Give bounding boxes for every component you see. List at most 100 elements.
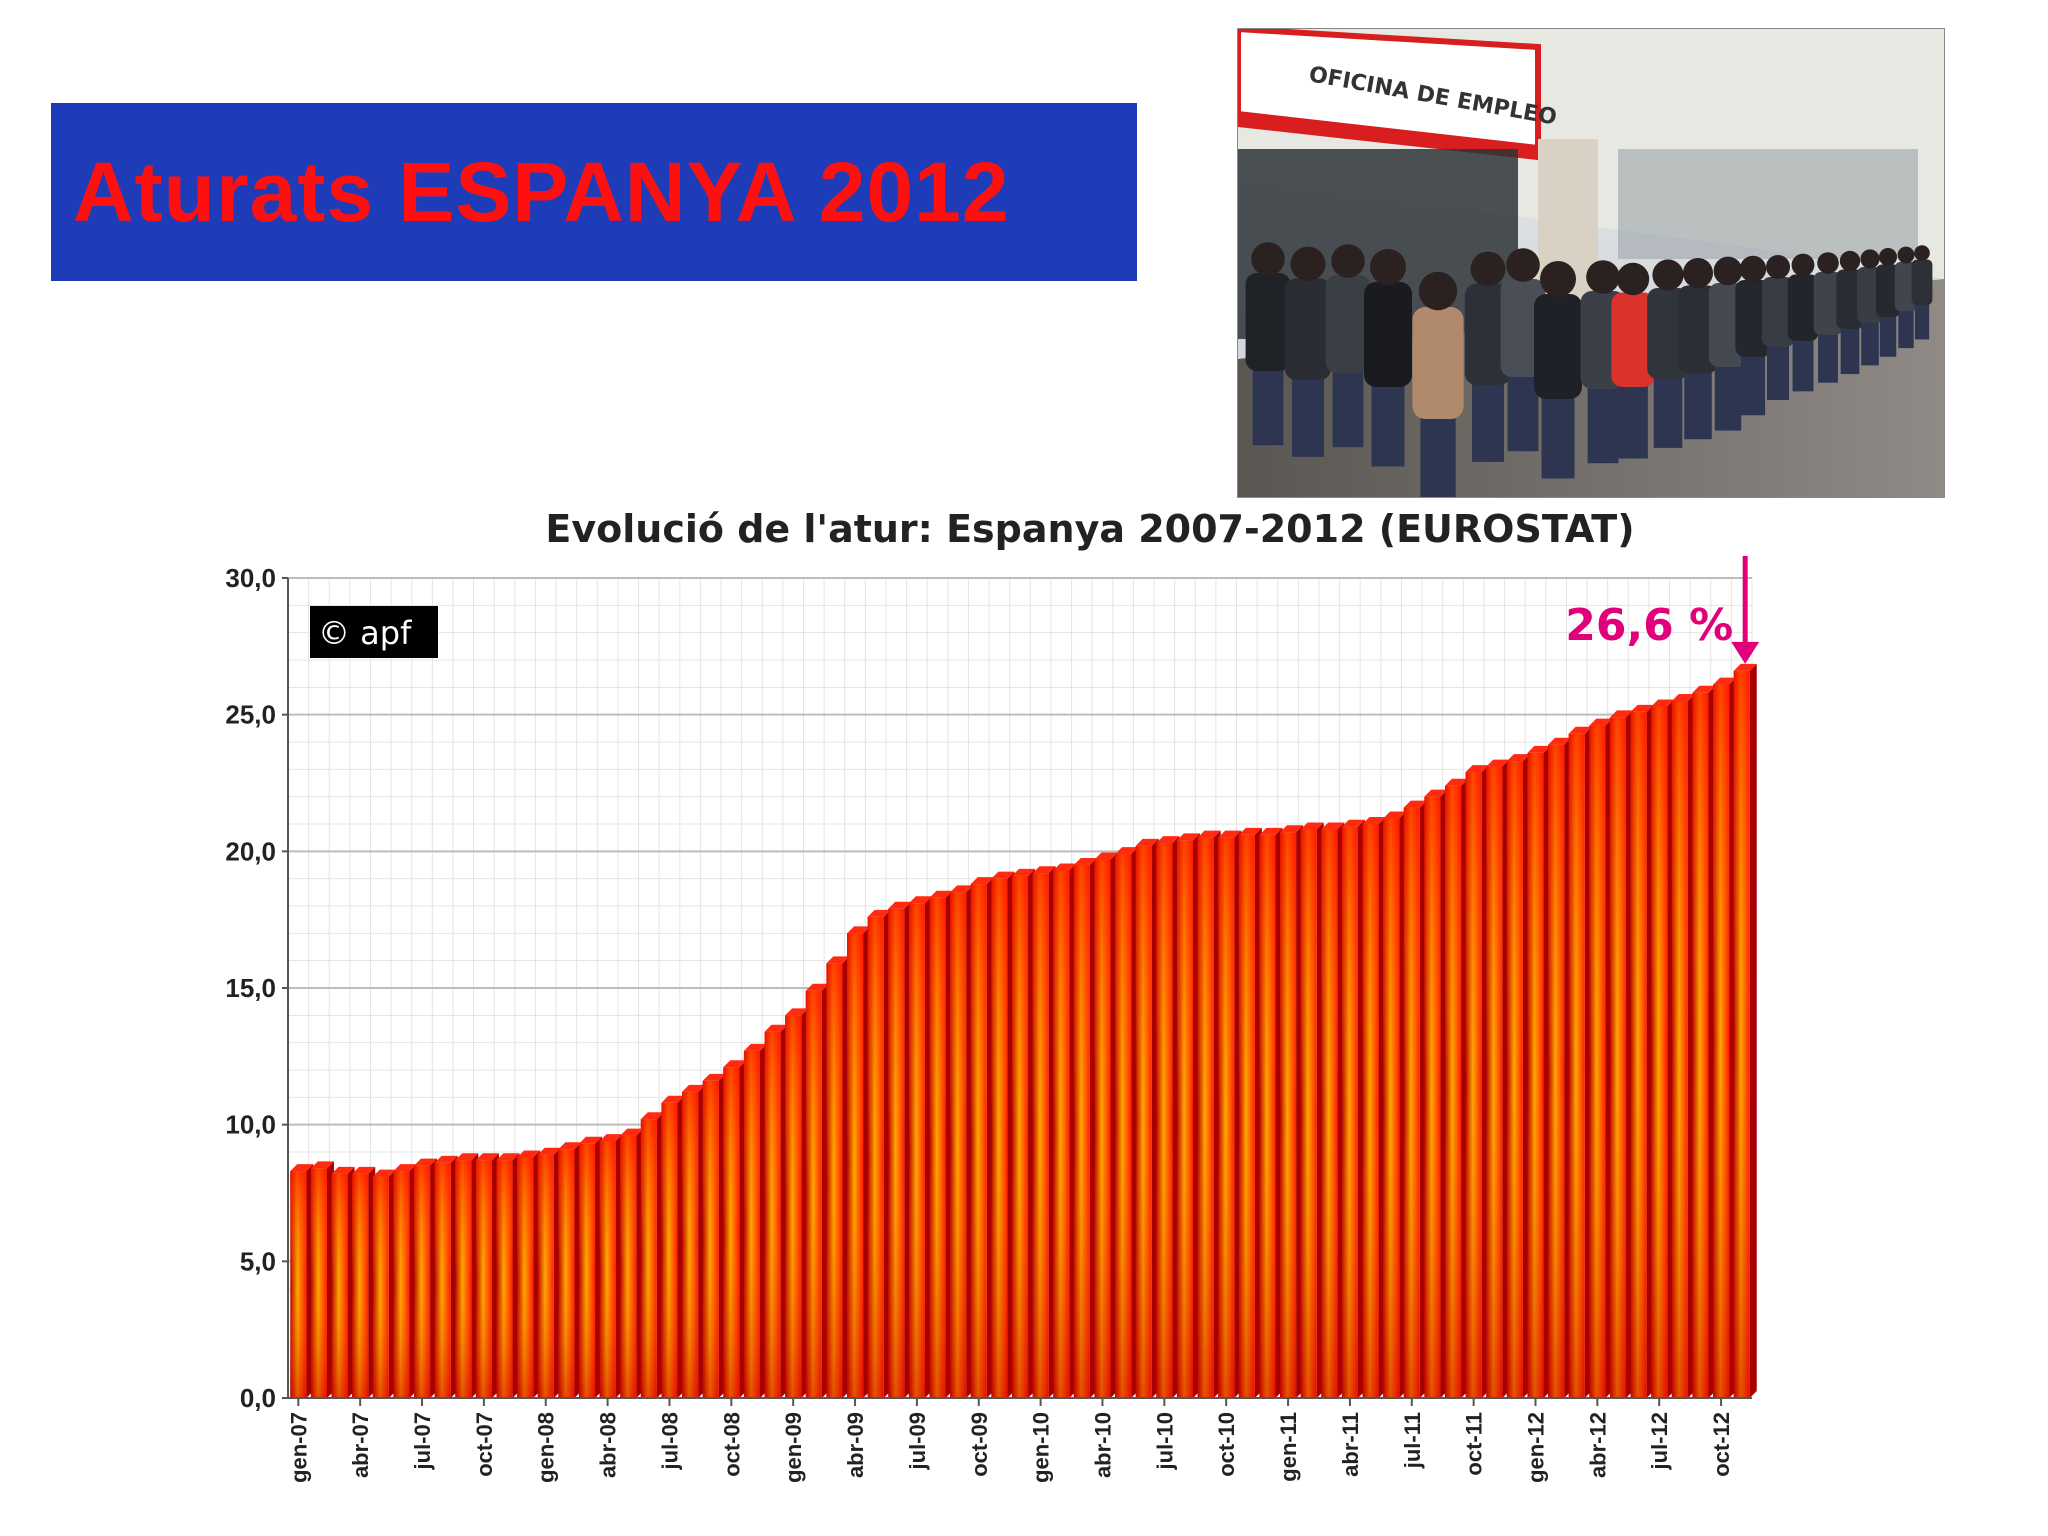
bar-shade: [970, 884, 987, 1398]
bar-top: [1176, 833, 1200, 841]
bar-top: [496, 1153, 520, 1161]
person-head: [1418, 271, 1458, 311]
bar-top: [764, 1024, 788, 1032]
bar: [929, 890, 953, 1398]
bar: [1238, 827, 1262, 1398]
bar: [1176, 833, 1200, 1398]
bar-shade: [1486, 766, 1503, 1398]
bar-top: [620, 1128, 644, 1136]
bar-shade: [620, 1135, 637, 1398]
bar: [331, 1166, 355, 1398]
bar-top: [434, 1155, 458, 1163]
person-legs: [1252, 368, 1284, 446]
x-tick-label: jul-11: [1400, 1412, 1425, 1469]
bar: [702, 1073, 726, 1398]
bar-shade: [1053, 870, 1070, 1398]
person-legs: [1684, 370, 1712, 440]
bar: [578, 1136, 603, 1398]
bar-top: [661, 1095, 685, 1103]
person-head: [1860, 249, 1880, 269]
person-head: [1914, 245, 1930, 261]
person-figure: [1813, 252, 1843, 383]
bar-shade: [1094, 859, 1111, 1398]
bar-top: [1073, 858, 1097, 865]
bar-shade: [743, 1050, 760, 1398]
person-body: [1364, 282, 1412, 387]
bar: [1527, 745, 1551, 1398]
bar-top: [1589, 718, 1613, 726]
bar-top: [1156, 836, 1180, 844]
bar-top: [372, 1169, 396, 1177]
bar-shade: [723, 1067, 740, 1398]
person-body: [1813, 272, 1843, 335]
bar-shade: [1506, 761, 1523, 1398]
bar-top: [599, 1134, 623, 1142]
bar: [1115, 847, 1139, 1398]
person-head: [1506, 248, 1540, 282]
person-body: [1787, 274, 1819, 341]
bar: [1341, 819, 1365, 1398]
person-head: [1652, 259, 1684, 291]
bar: [1609, 710, 1634, 1398]
x-tick-label: jul-10: [1152, 1412, 1177, 1470]
bar-shade: [1548, 744, 1565, 1398]
bar: [475, 1153, 499, 1398]
bar: [352, 1166, 376, 1398]
bar-top: [1651, 699, 1675, 707]
person-head: [1290, 246, 1326, 282]
person-legs: [1587, 386, 1619, 464]
bar: [908, 896, 932, 1398]
bar: [1424, 789, 1448, 1398]
person-body: [1245, 273, 1291, 371]
bar-top: [310, 1161, 334, 1169]
person-legs: [1507, 374, 1539, 452]
bar-shade: [1692, 692, 1709, 1398]
person-figure: [1464, 251, 1512, 462]
person-head: [1331, 244, 1365, 278]
person-figure: [1412, 271, 1464, 497]
bar-shade: [1630, 711, 1647, 1398]
person-head: [1766, 255, 1790, 279]
bar-top: [1506, 754, 1530, 762]
bar: [785, 1008, 809, 1398]
person-head: [1839, 250, 1861, 272]
watermark: © apf: [318, 614, 412, 652]
x-tick-label: jul-07: [410, 1412, 435, 1470]
bar-top: [1115, 847, 1139, 855]
bar-shade: [496, 1160, 513, 1398]
bar: [1218, 830, 1242, 1398]
bar-shade: [826, 963, 843, 1398]
person-body: [1611, 292, 1655, 387]
bar-top: [682, 1084, 706, 1092]
unemployment-chart: 0,0 5,0 10,0 15,0 20,0 25,0 30,0 gen-07 abr-07 ju…: [200, 498, 1820, 1536]
bar: [826, 956, 850, 1398]
bar-shade: [1713, 684, 1730, 1398]
person-body: [1534, 294, 1582, 399]
person-legs: [1818, 333, 1838, 383]
bar-top: [1280, 825, 1304, 833]
annotation-arrow-head: [1731, 641, 1760, 664]
person-figure: [1678, 258, 1718, 440]
bar: [1403, 800, 1427, 1398]
bar-top: [867, 909, 891, 917]
x-tick-label: oct-07: [472, 1412, 497, 1477]
person-body: [1284, 278, 1332, 380]
bar: [1444, 778, 1469, 1398]
bar-top: [1630, 704, 1654, 712]
bar: [661, 1095, 685, 1398]
bar-shade: [1362, 824, 1379, 1398]
bar: [455, 1153, 479, 1398]
bar: [1486, 759, 1510, 1398]
bar: [1300, 822, 1324, 1398]
bar-top: [1424, 789, 1448, 797]
bar: [1032, 866, 1056, 1398]
bar-top: [1671, 694, 1695, 701]
x-tick-label: abr-08: [596, 1412, 621, 1478]
bar-shade: [640, 1119, 657, 1398]
bar-shade: [1321, 829, 1338, 1398]
bar-shade: [578, 1143, 596, 1398]
bar-shade: [1238, 834, 1255, 1398]
bar: [1506, 754, 1530, 1398]
bar: [1630, 704, 1654, 1398]
bar: [1383, 811, 1407, 1398]
